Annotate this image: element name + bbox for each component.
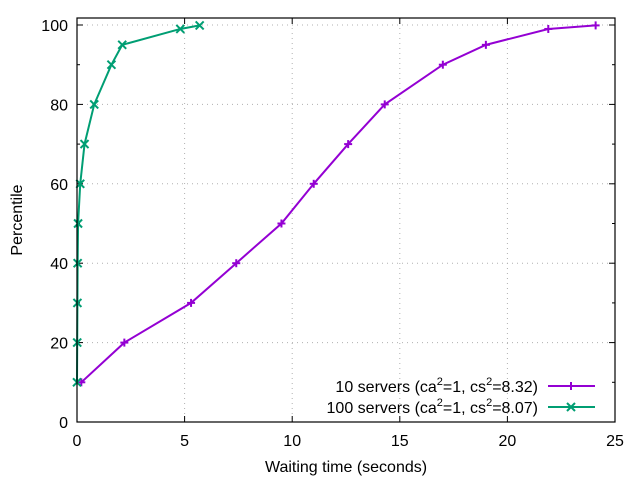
series-1 [72, 20, 205, 388]
plot-frame [76, 17, 616, 423]
data-point-marker [79, 139, 90, 149]
data-point-marker [232, 259, 241, 268]
legend-label: 10 servers (ca2=1, cs2=8.32) [335, 376, 538, 396]
x-tick-label: 15 [391, 433, 409, 450]
data-point-marker [544, 24, 553, 33]
y-tick-label: 20 [50, 336, 68, 353]
x-tick-label: 20 [499, 433, 517, 450]
data-point-marker [344, 140, 353, 149]
y-tick-label: 0 [59, 415, 68, 432]
data-point-marker [438, 60, 447, 69]
legend-label: 100 servers (ca2=1, cs2=8.07) [327, 397, 538, 417]
x-tick-label: 10 [283, 433, 301, 450]
series-line [80, 24, 596, 384]
data-point-marker [591, 21, 600, 30]
legend-marker [566, 402, 576, 412]
data-point-marker [89, 99, 99, 110]
x-tick-label: 0 [73, 433, 82, 450]
data-point-marker [194, 20, 205, 31]
series-line [76, 24, 200, 383]
data-point-marker [106, 59, 117, 70]
y-axis-label: Percentile [9, 184, 26, 255]
data-point-marker [187, 298, 196, 307]
x-tick-label: 5 [180, 433, 189, 450]
y-tick-label: 40 [50, 256, 68, 273]
data-point-marker [481, 40, 490, 49]
data-point-marker [380, 100, 389, 109]
data-point-marker [72, 258, 83, 268]
data-point-marker [309, 179, 318, 188]
y-tick-label: 80 [50, 97, 68, 114]
series-0 [77, 21, 600, 387]
x-axis-label: Waiting time (seconds) [265, 459, 427, 476]
data-point-marker [77, 378, 86, 387]
data-point-marker [175, 24, 186, 34]
legend: 10 servers (ca2=1, cs2=8.32)100 servers … [327, 376, 595, 417]
x-tick-label: 25 [606, 433, 624, 450]
data-point-marker [73, 218, 83, 229]
data-point-marker [277, 219, 286, 228]
y-tick-label: 60 [50, 177, 68, 194]
y-tick-label: 100 [41, 18, 68, 35]
plot-series [72, 20, 600, 388]
data-point-marker [120, 338, 129, 347]
data-point-marker [117, 40, 127, 50]
grid-lines [77, 18, 615, 422]
legend-marker [567, 382, 575, 390]
